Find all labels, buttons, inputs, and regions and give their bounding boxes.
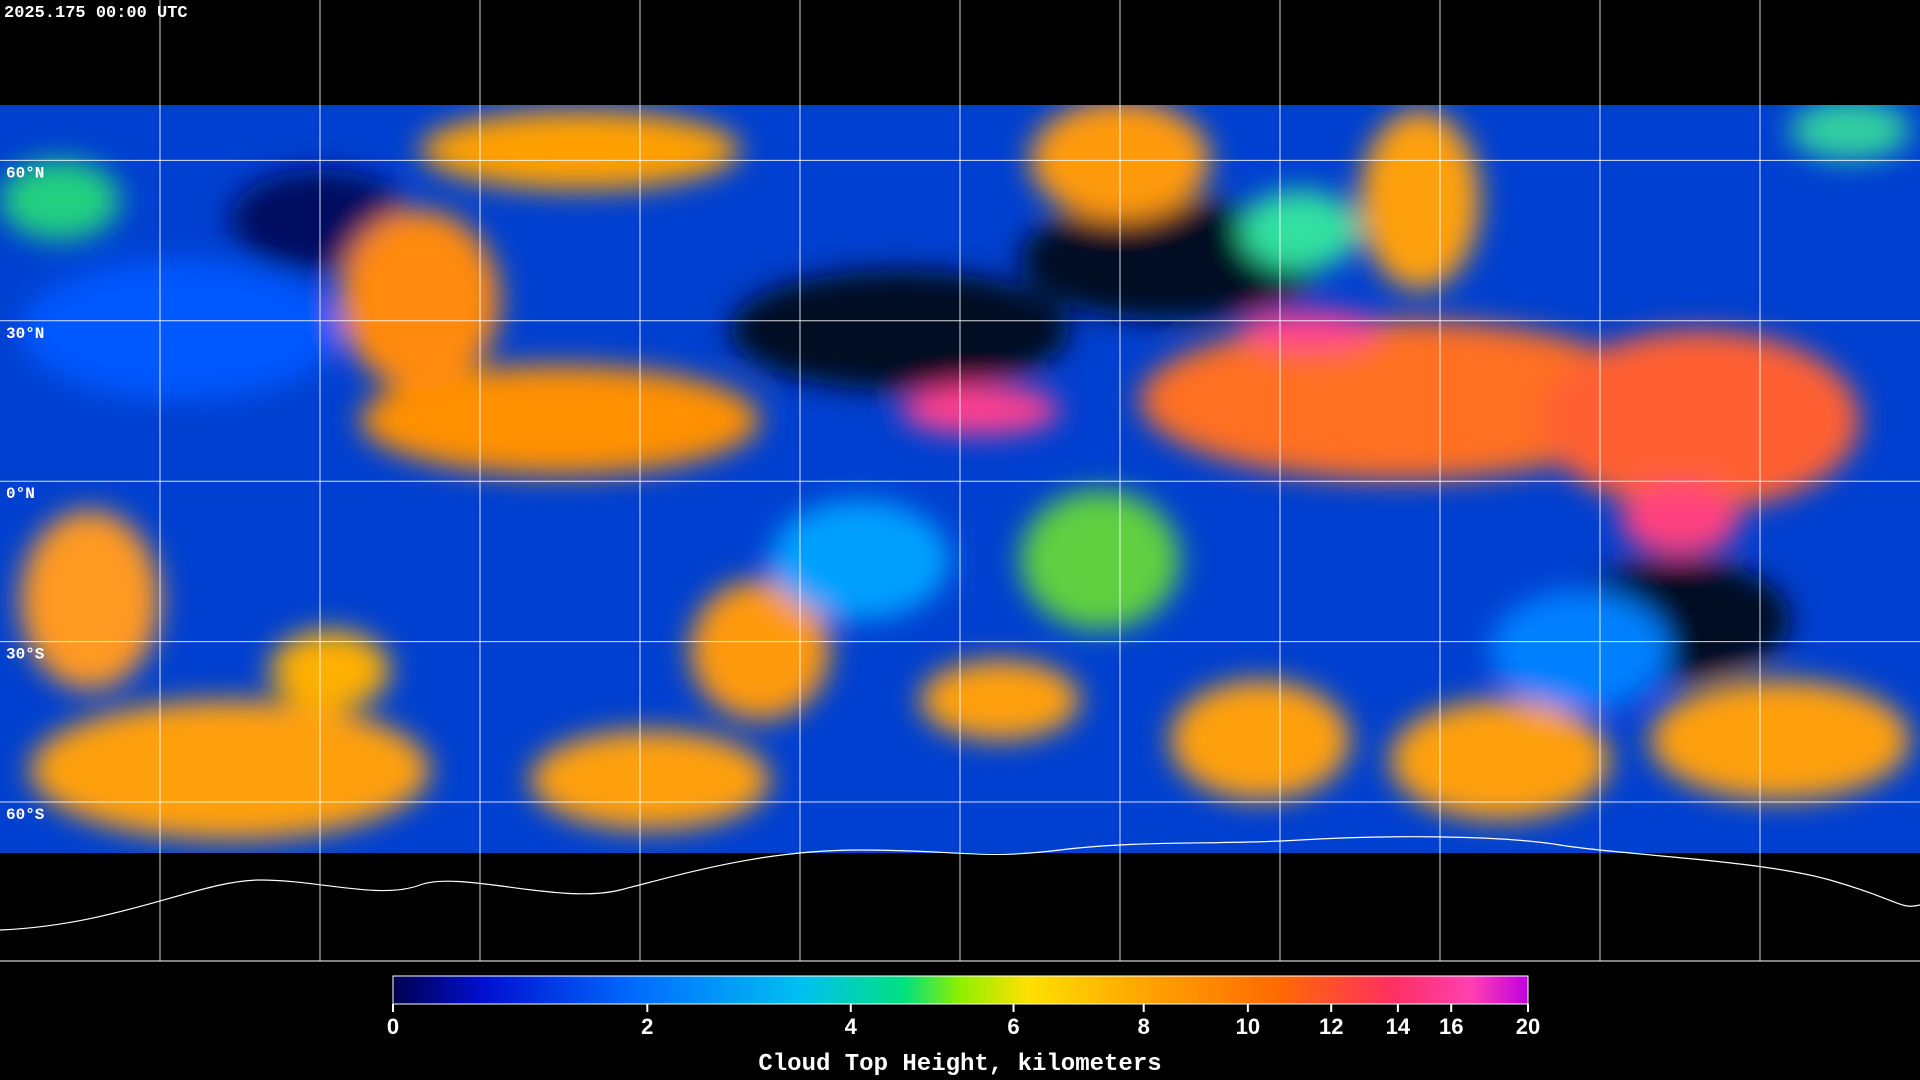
colorbar-tick-label: 10 xyxy=(1236,1014,1260,1039)
colorbar-tick-label: 14 xyxy=(1386,1014,1411,1039)
colorbar-tick-label: 16 xyxy=(1439,1014,1463,1039)
lat-label: 60°N xyxy=(6,164,44,182)
coastline xyxy=(0,836,1920,931)
lat-label: 0°N xyxy=(6,485,35,503)
colorbar-ticks: 0 2 4 6 8 10 12 14 16 20 xyxy=(387,1004,1540,1039)
lat-label: 30°N xyxy=(6,325,44,343)
graticule xyxy=(0,0,1920,962)
lat-label: 60°S xyxy=(6,806,45,824)
colorbar-tick-label: 12 xyxy=(1319,1014,1343,1039)
colorbar-tick-label: 4 xyxy=(845,1014,858,1039)
colorbar-tick-label: 0 xyxy=(387,1014,399,1039)
timestamp: 2025.175 00:00 UTC xyxy=(4,4,188,23)
colorbar-tick-label: 6 xyxy=(1007,1014,1019,1039)
colorbar xyxy=(392,975,1529,1005)
colorbar-tick-label: 8 xyxy=(1138,1014,1150,1039)
lat-labels: 60°N 30°N 0°N 30°S 60°S xyxy=(6,164,45,824)
colorbar-title: Cloud Top Height, kilometers xyxy=(758,1051,1161,1078)
lat-label: 30°S xyxy=(6,646,45,664)
colorbar-tick-label: 20 xyxy=(1516,1014,1540,1039)
colorbar-tick-label: 2 xyxy=(641,1014,653,1039)
